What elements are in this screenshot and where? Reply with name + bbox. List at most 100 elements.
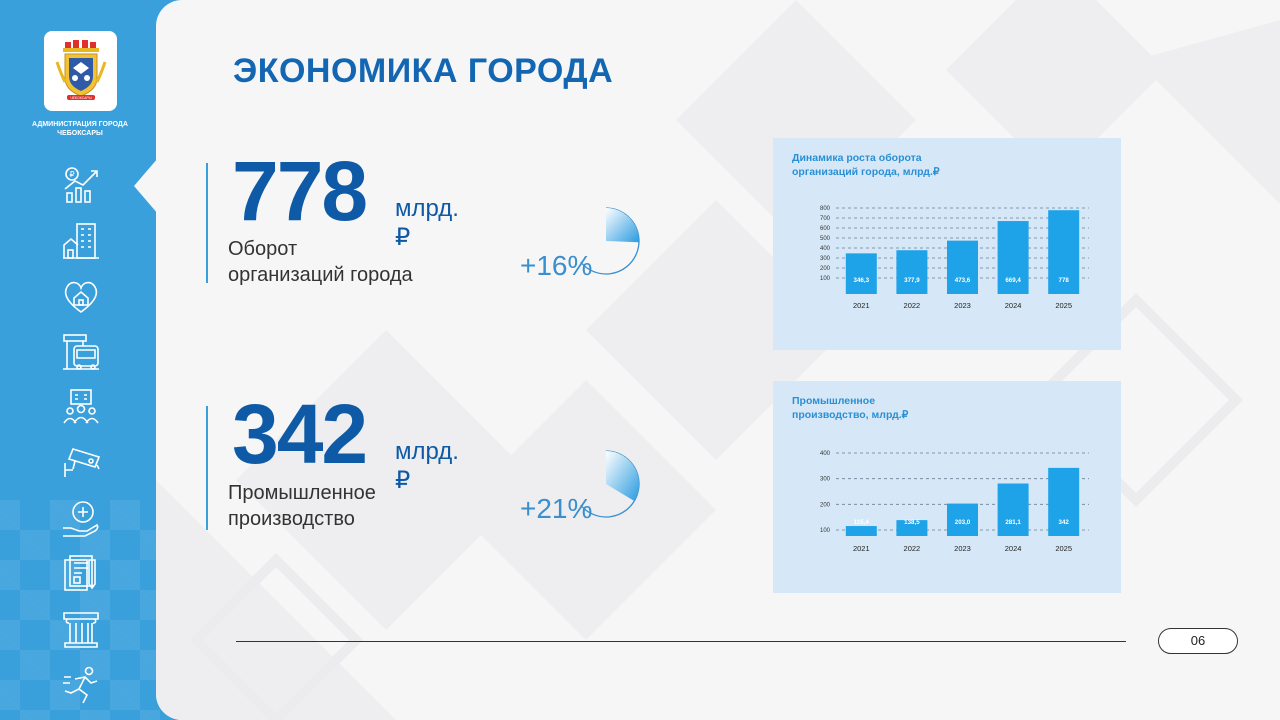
active-nav-indicator bbox=[134, 158, 158, 214]
y-tick-label: 400 bbox=[820, 451, 831, 457]
stat-value: 778 bbox=[232, 144, 368, 238]
community-people-icon bbox=[63, 389, 99, 424]
y-tick-label: 400 bbox=[820, 246, 831, 252]
stat-unit: млрд.₽ bbox=[395, 195, 459, 251]
growth-ring-wedge bbox=[606, 451, 639, 501]
bar bbox=[1048, 467, 1080, 536]
growth-percent-turnover: +16% bbox=[520, 250, 593, 281]
transport-bus-icon bbox=[63, 333, 99, 370]
bar bbox=[997, 483, 1029, 536]
education-documents-icon bbox=[64, 554, 96, 591]
buildings-icon bbox=[63, 222, 99, 259]
heart-home-icon bbox=[64, 281, 98, 313]
sport-runner-icon bbox=[63, 666, 98, 703]
page-number: 06 bbox=[1158, 628, 1238, 654]
security-camera-icon bbox=[64, 447, 101, 477]
bar bbox=[896, 520, 928, 536]
y-tick-label: 800 bbox=[820, 206, 831, 212]
chart-panel-industry: Промышленное производство, млрд.₽ 100 200… bbox=[773, 381, 1121, 593]
sidebar-item-culture[interactable] bbox=[58, 606, 104, 652]
sidebar-item-security[interactable] bbox=[58, 440, 104, 486]
bar-chart-turnover: 100 200 300 400 500 600 700 800 346,3 2021 377,9 20… bbox=[820, 206, 1089, 310]
stat-description-line1: Оборот bbox=[228, 238, 298, 260]
chart-title-line2: производство, млрд.₽ bbox=[792, 409, 909, 421]
x-tick-label: 2023 bbox=[954, 301, 971, 310]
economy-growth-icon: ₽ bbox=[64, 167, 98, 203]
stat-description-line1: Промышленное bbox=[228, 482, 376, 504]
x-tick-label: 2024 bbox=[1005, 301, 1022, 310]
x-tick-label: 2025 bbox=[1055, 301, 1072, 310]
bar-value-label: 138,5 bbox=[904, 519, 920, 526]
bar bbox=[947, 240, 978, 294]
bar-chart-industry: 100 200 300 400 115,4 2021 138,5 2022 203,0 2023 2… bbox=[820, 451, 1089, 553]
bar-value-label: 473,6 bbox=[955, 277, 971, 284]
y-tick-label: 300 bbox=[820, 256, 831, 262]
x-tick-label: 2024 bbox=[1005, 544, 1022, 553]
sidebar-item-education[interactable] bbox=[58, 551, 104, 597]
culture-column-icon bbox=[63, 612, 99, 648]
x-tick-label: 2025 bbox=[1055, 544, 1072, 553]
chart-title: Промышленное производство, млрд.₽ bbox=[792, 394, 992, 422]
y-tick-label: 500 bbox=[820, 236, 831, 242]
growth-ring-industry bbox=[580, 450, 640, 518]
bar-value-label: 115,4 bbox=[854, 519, 870, 526]
sidebar-item-housing[interactable] bbox=[58, 273, 104, 319]
chart-title-line1: Динамика роста оборота bbox=[792, 152, 922, 164]
bar bbox=[896, 250, 928, 294]
chart-title-line2: организаций города, млрд.₽ bbox=[792, 166, 940, 178]
city-emblem-logo[interactable]: ЧЕБОКСАРЫ bbox=[44, 31, 117, 111]
svg-text:ЧЕБОКСАРЫ: ЧЕБОКСАРЫ bbox=[70, 96, 91, 100]
x-tick-label: 2021 bbox=[853, 301, 870, 310]
chart-panel-turnover: Динамика роста оборота организаций город… bbox=[773, 138, 1121, 350]
stat-description-line2: производство bbox=[228, 508, 355, 530]
footer-divider bbox=[236, 641, 1126, 642]
y-tick-label: 100 bbox=[820, 528, 831, 534]
bar bbox=[845, 526, 877, 536]
bar-value-label: 778 bbox=[1059, 277, 1070, 284]
x-tick-label: 2021 bbox=[853, 544, 870, 553]
background-ornament bbox=[156, 0, 1280, 720]
bar bbox=[997, 221, 1029, 294]
x-tick-label: 2023 bbox=[954, 544, 971, 553]
x-tick-label: 2022 bbox=[904, 301, 921, 310]
stat-description-line2: организаций города bbox=[228, 264, 413, 286]
sidebar-item-construction[interactable] bbox=[58, 218, 104, 264]
y-tick-label: 700 bbox=[820, 216, 831, 222]
stat-divider bbox=[206, 406, 208, 530]
growth-ring-turnover bbox=[580, 207, 640, 275]
stat-value: 342 bbox=[232, 387, 368, 481]
bar-value-label: 203,0 bbox=[955, 519, 971, 526]
stat-divider bbox=[206, 163, 208, 283]
bar-value-label: 342 bbox=[1059, 519, 1070, 526]
sidebar-item-economy[interactable]: ₽ bbox=[58, 162, 104, 208]
chart-title: Динамика роста оборота организаций город… bbox=[792, 151, 992, 179]
y-tick-label: 200 bbox=[820, 502, 831, 508]
stat-description: Оборот организаций города bbox=[228, 236, 488, 288]
chart-title-line1: Промышленное bbox=[792, 395, 876, 407]
sidebar: ЧЕБОКСАРЫ АДМИНИСТРАЦИЯ ГОРОДА ЧЕБОКСАРЫ… bbox=[0, 0, 160, 720]
stat-unit: млрд.₽ bbox=[395, 438, 459, 494]
bar bbox=[947, 503, 978, 536]
bar-value-label: 346,3 bbox=[854, 277, 870, 284]
emblem-shield-icon: ЧЕБОКСАРЫ bbox=[55, 40, 106, 100]
growth-ring-wedge bbox=[606, 208, 639, 243]
content-area bbox=[156, 0, 1280, 720]
sidebar-item-sport[interactable] bbox=[58, 662, 104, 708]
y-tick-label: 100 bbox=[820, 276, 831, 282]
bar-value-label: 281,1 bbox=[1005, 519, 1021, 526]
stat-description: Промышленное производство bbox=[228, 480, 488, 532]
y-tick-label: 300 bbox=[820, 477, 831, 483]
bar-value-label: 377,9 bbox=[904, 277, 920, 284]
org-name: АДМИНИСТРАЦИЯ ГОРОДА ЧЕБОКСАРЫ bbox=[32, 121, 128, 137]
sidebar-item-healthcare[interactable] bbox=[58, 495, 104, 541]
bar bbox=[845, 253, 877, 294]
bar bbox=[1048, 210, 1080, 294]
sidebar-item-transport[interactable] bbox=[58, 329, 104, 375]
x-tick-label: 2022 bbox=[904, 544, 921, 553]
sidebar-item-community[interactable] bbox=[58, 384, 104, 430]
bar-value-label: 669,4 bbox=[1005, 277, 1021, 284]
y-tick-label: 600 bbox=[820, 226, 831, 232]
y-tick-label: 200 bbox=[820, 266, 831, 272]
svg-text:₽: ₽ bbox=[69, 170, 74, 179]
page-title: ЭКОНОМИКА ГОРОДА bbox=[233, 52, 614, 90]
